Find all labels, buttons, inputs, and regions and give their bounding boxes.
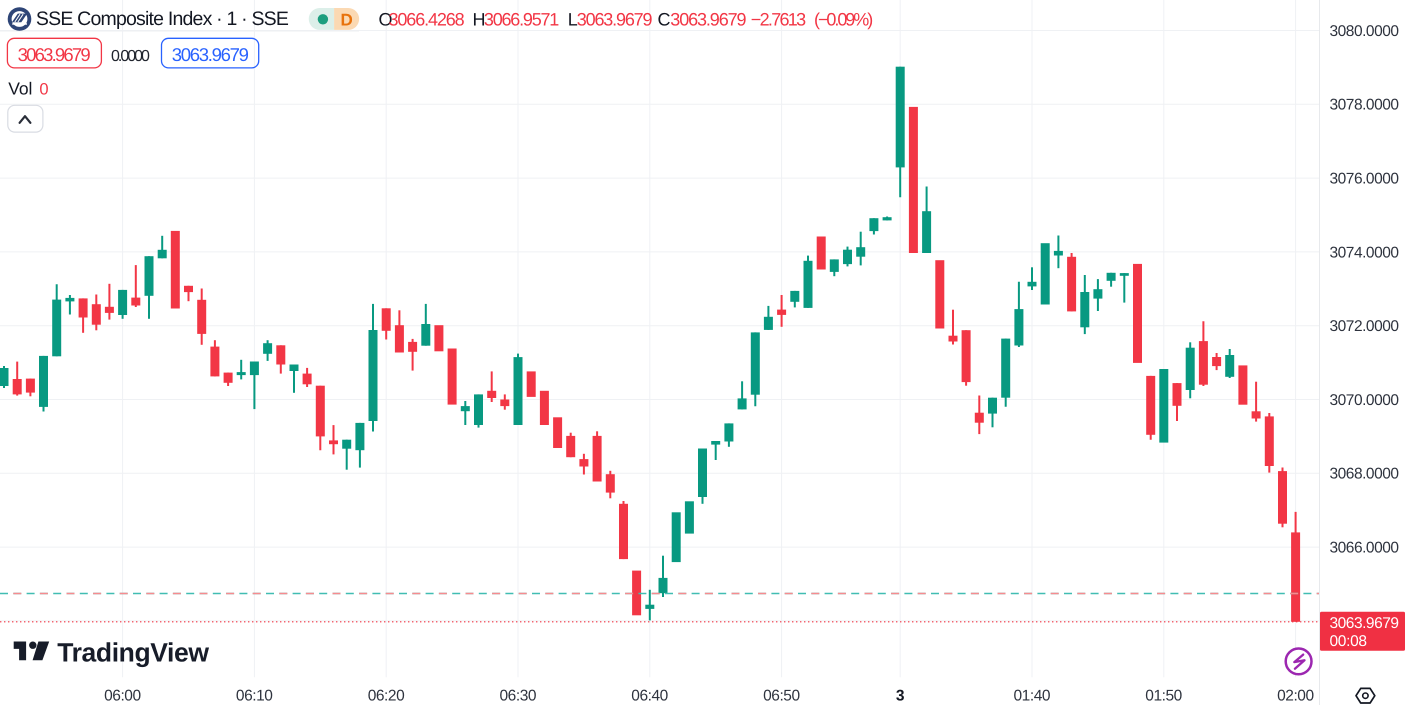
svg-text:3063.9679: 3063.9679 [670, 9, 746, 29]
svg-text:3063.9679: 3063.9679 [172, 44, 249, 65]
svg-text:0: 0 [39, 81, 48, 99]
svg-text:3: 3 [896, 687, 905, 704]
svg-text:0.0000: 0.0000 [111, 48, 150, 65]
svg-text:06:40: 06:40 [631, 687, 668, 704]
svg-text:3078.0000: 3078.0000 [1330, 97, 1400, 114]
svg-text:06:50: 06:50 [763, 687, 800, 704]
svg-text:3066.9571: 3066.9571 [484, 9, 559, 29]
svg-text:3066.0000: 3066.0000 [1330, 540, 1400, 557]
svg-text:−2.7613: −2.7613 [751, 9, 806, 29]
svg-text:06:20: 06:20 [368, 687, 405, 704]
svg-text:00:08: 00:08 [1330, 633, 1368, 650]
svg-text:3063.9679: 3063.9679 [1330, 615, 1400, 632]
svg-text:D: D [341, 10, 353, 29]
svg-text:Vol: Vol [8, 79, 32, 99]
svg-text:TradingView: TradingView [57, 637, 209, 667]
svg-text:O: O [379, 9, 393, 29]
svg-text:(−0.09%): (−0.09%) [814, 9, 873, 29]
svg-text:3070.0000: 3070.0000 [1330, 392, 1400, 409]
svg-text:06:00: 06:00 [104, 687, 141, 704]
svg-text:3074.0000: 3074.0000 [1330, 244, 1400, 261]
svg-text:3072.0000: 3072.0000 [1330, 318, 1400, 335]
svg-text:3066.4268: 3066.4268 [389, 9, 465, 29]
svg-text:H: H [473, 9, 486, 29]
svg-text:06:30: 06:30 [500, 687, 537, 704]
svg-text:3063.9679: 3063.9679 [18, 44, 91, 65]
svg-text:01:50: 01:50 [1145, 687, 1182, 704]
svg-text:06:10: 06:10 [236, 687, 273, 704]
svg-text:C: C [658, 9, 671, 29]
svg-text:SSE Composite Index · 1 · SSE: SSE Composite Index · 1 · SSE [36, 8, 289, 30]
svg-text:3063.9679: 3063.9679 [577, 9, 653, 29]
svg-text:L: L [568, 9, 578, 29]
svg-text:01:40: 01:40 [1014, 687, 1051, 704]
svg-text:3076.0000: 3076.0000 [1330, 171, 1400, 188]
svg-text:02:00: 02:00 [1277, 687, 1314, 704]
svg-text:3080.0000: 3080.0000 [1330, 23, 1400, 40]
svg-text:3068.0000: 3068.0000 [1330, 466, 1400, 483]
